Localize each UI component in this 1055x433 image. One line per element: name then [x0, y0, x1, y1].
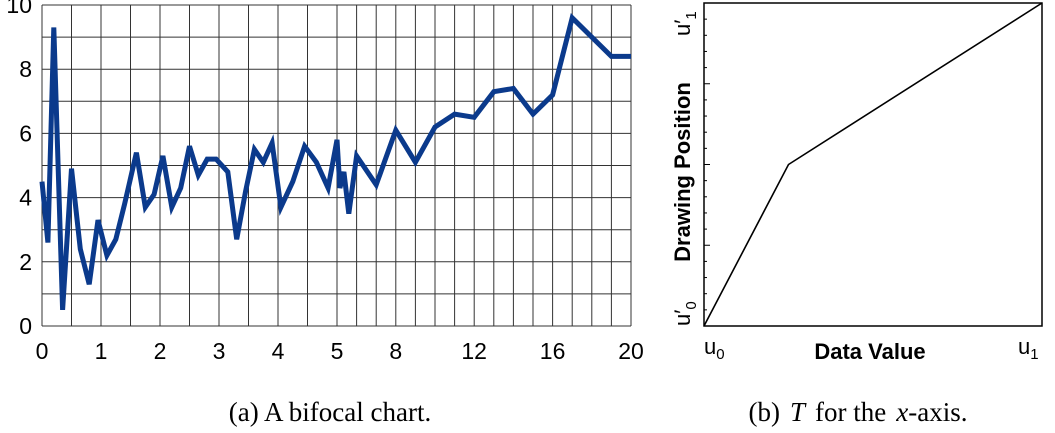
- x-tick-label: 1: [95, 338, 108, 364]
- y-minor-ticks: [704, 18, 710, 311]
- plot-frame: [703, 2, 1043, 327]
- transfer-curve: [703, 2, 1043, 327]
- x-tick-label: 0: [36, 338, 49, 364]
- x-tick-label: 16: [540, 338, 566, 364]
- x-tick-label: 5: [331, 338, 344, 364]
- y-start-label: u′0: [670, 301, 700, 326]
- x-start-label: u0: [704, 334, 725, 363]
- y-tick-label: 8: [19, 56, 32, 82]
- x-tick-label: 20: [618, 338, 644, 364]
- x-end-label: u1: [1018, 334, 1039, 363]
- transfer-function-chart: u0 u1 Data Value u′0 u′1 Drawing Positio…: [670, 2, 1043, 427]
- y-tick-label: 4: [19, 185, 32, 211]
- y-tick-label: 0: [19, 313, 32, 339]
- y-tick-labels: 0 2 4 6 8 10: [6, 0, 32, 339]
- x-tick-label: 4: [272, 338, 285, 364]
- x-tick-label: 2: [154, 338, 167, 364]
- y-axis-title: Drawing Position: [670, 82, 695, 262]
- y-tick-label: 6: [19, 120, 32, 146]
- x-tick-label: 8: [389, 338, 402, 364]
- x-tick-labels: 0 1 2 3 4 5 8 12 16 20: [36, 338, 644, 364]
- caption-a: (a) A bifocal chart.: [229, 397, 431, 427]
- y-end-label: u′1: [670, 11, 700, 36]
- y-tick-label: 2: [19, 249, 32, 275]
- caption-b: (b) T for the x-axis.: [749, 397, 968, 427]
- chart-grid: [41, 4, 632, 327]
- y-tick-label: 10: [6, 0, 32, 18]
- data-series-line: [39, 12, 631, 311]
- x-tick-label: 3: [213, 338, 226, 364]
- x-tick-label: 12: [461, 338, 487, 364]
- x-axis-title: Data Value: [814, 339, 925, 364]
